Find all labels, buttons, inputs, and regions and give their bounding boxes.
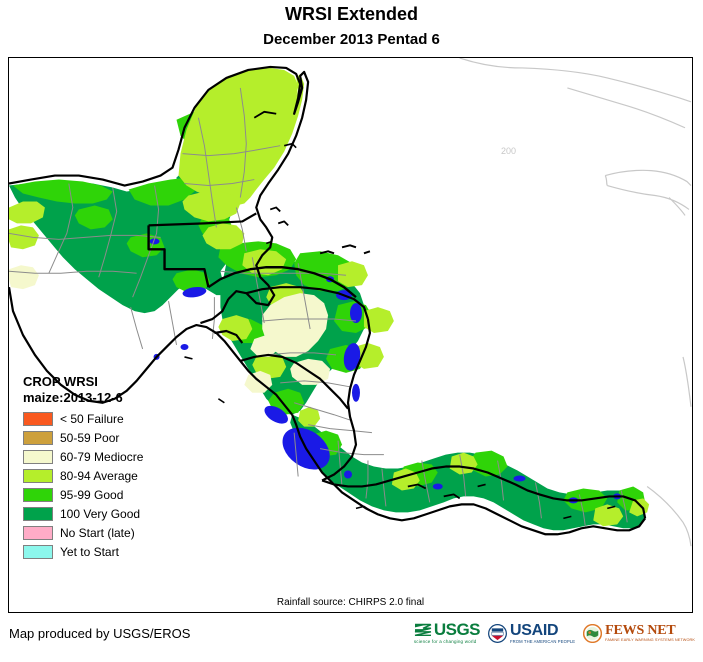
legend-item-average[interactable]: 80-94 Average	[17, 466, 207, 485]
legend-item-yet-to-start[interactable]: Yet to Start	[17, 542, 207, 561]
legend-swatch-no-start	[23, 525, 53, 540]
grid-label-200: 200	[501, 146, 517, 156]
legend-swatch-very-good	[23, 506, 53, 521]
wrsi-raster-map	[9, 58, 692, 612]
map-canvas[interactable]: 200 CROP WRSI maize:2013-12-6 < 50 Failu…	[8, 57, 693, 613]
legend-swatch-average	[23, 468, 53, 483]
legend-swatch-mediocre	[23, 449, 53, 464]
legend-label-average: 80-94 Average	[60, 468, 138, 483]
legend-subtitle: maize:2013-12-6	[23, 390, 123, 405]
legend-title: CROP WRSI	[23, 374, 98, 389]
legend-label-mediocre: 60-79 Mediocre	[60, 449, 144, 464]
legend-swatch-good	[23, 487, 53, 502]
produced-by-note: Map produced by USGS/EROS	[9, 626, 191, 641]
rainfall-source-note: Rainfall source: CHIRPS 2.0 final	[276, 597, 425, 608]
usgs-tagline: science for a changing world	[413, 639, 477, 644]
legend-item-mediocre[interactable]: 60-79 Mediocre	[17, 447, 207, 466]
legend-item-very-good[interactable]: 100 Very Good	[17, 504, 207, 523]
legend-label-failure: < 50 Failure	[60, 411, 124, 426]
map-legend: CROP WRSI maize:2013-12-6 < 50 Failure 5…	[17, 374, 207, 561]
usgs-logo[interactable]: USGS science for a changing world	[413, 620, 481, 644]
usgs-wave-icon	[414, 623, 432, 637]
legend-swatch-failure	[23, 411, 53, 426]
legend-item-failure[interactable]: < 50 Failure	[17, 409, 207, 428]
legend-item-poor[interactable]: 50-59 Poor	[17, 428, 207, 447]
usaid-wordmark: USAID	[510, 621, 559, 639]
legend-label-no-start: No Start (late)	[60, 525, 135, 540]
usgs-wordmark: USGS	[433, 620, 481, 639]
legend-label-yet-to-start: Yet to Start	[60, 544, 119, 559]
page-title: WRSI Extended	[284, 4, 418, 24]
legend-label-very-good: 100 Very Good	[60, 506, 141, 521]
usaid-logo[interactable]: USAID FROM THE AMERICAN PEOPLE	[488, 621, 576, 644]
logo-strip: USGS science for a changing world USAID …	[413, 620, 695, 644]
legend-label-good: 95-99 Good	[60, 487, 124, 502]
usaid-seal-icon	[488, 623, 507, 643]
fews-net-logo[interactable]: FEWS NET FAMINE EARLY WARNING SYSTEMS NE…	[583, 623, 695, 643]
legend-swatch-poor	[23, 430, 53, 445]
usaid-tagline: FROM THE AMERICAN PEOPLE	[510, 638, 576, 644]
background-coastlines	[459, 58, 692, 547]
coastlines	[9, 65, 647, 536]
legend-item-good[interactable]: 95-99 Good	[17, 485, 207, 504]
legend-swatch-yet-to-start	[23, 544, 53, 559]
fews-wordmark: FEWS NET	[605, 623, 676, 638]
fews-globe-icon	[583, 623, 603, 643]
fews-tagline: FAMINE EARLY WARNING SYSTEMS NETWORK	[605, 638, 695, 642]
legend-label-poor: 50-59 Poor	[60, 430, 120, 445]
page-subtitle: December 2013 Pentad 6	[263, 31, 440, 48]
wrsi-class-mediocre	[9, 265, 331, 393]
legend-item-no-start[interactable]: No Start (late)	[17, 523, 207, 542]
